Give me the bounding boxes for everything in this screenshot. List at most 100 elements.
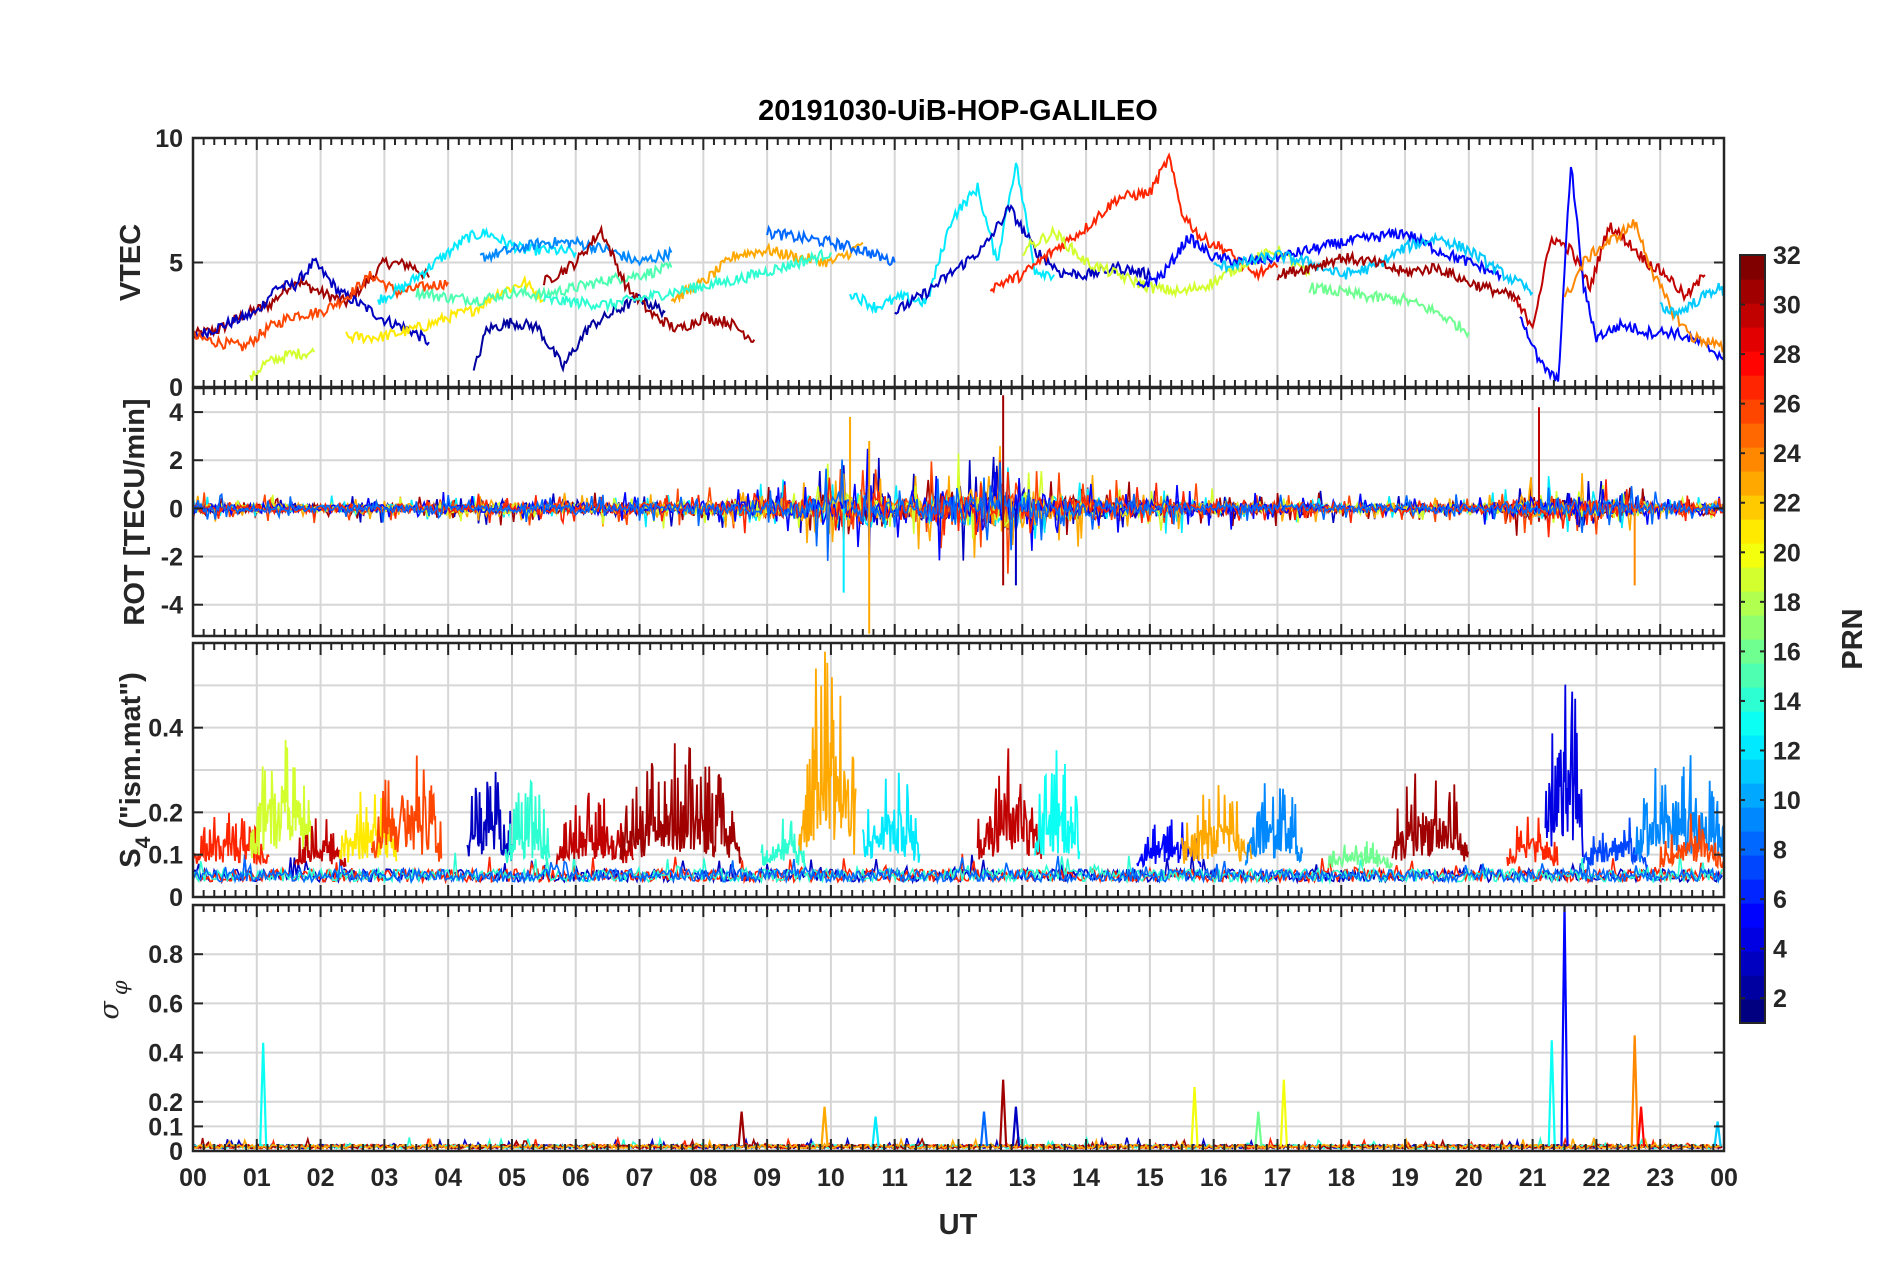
rot-series-prn-8 <box>193 459 1724 561</box>
sigma-spike <box>1630 1035 1639 1147</box>
colorbar-cell <box>1740 447 1765 472</box>
colorbar-tick-label: 12 <box>1773 737 1801 765</box>
x-tick-label: 13 <box>1008 1164 1036 1192</box>
s4-activity-prn-14 <box>504 778 551 864</box>
y-tick-label: 0.1 <box>148 1113 183 1141</box>
x-tick-label: 10 <box>817 1164 845 1192</box>
colorbar-tick-label: 14 <box>1773 688 1801 716</box>
x-tick-label: 11 <box>881 1164 908 1192</box>
colorbar-tick-label: 30 <box>1773 292 1801 320</box>
y-tick-label: 5 <box>169 250 183 278</box>
colorbar-cell <box>1740 711 1765 736</box>
colorbar-cell <box>1740 831 1765 856</box>
x-tick-label: 17 <box>1264 1164 1292 1192</box>
s4-activity-prn-30 <box>555 792 635 865</box>
x-tick-label: 12 <box>945 1164 973 1192</box>
vtec-series-prn-12 <box>377 226 577 305</box>
colorbar-tick-label: 24 <box>1773 440 1801 468</box>
sigma-spike <box>820 1106 829 1147</box>
s4-activity-prn-21 <box>338 791 398 863</box>
colorbar-label: PRN <box>1837 608 1869 669</box>
colorbar-cell <box>1740 927 1765 952</box>
colorbar-cell <box>1740 807 1765 832</box>
chart-title: 20191030-UiB-HOP-GALILEO <box>758 95 1158 127</box>
vtec-series-prn-21 <box>345 274 545 345</box>
vtec-series-prn-31 <box>542 224 756 343</box>
y-label-sub: 4 <box>132 836 155 848</box>
vtec-series-prn-24 <box>1563 219 1724 353</box>
sigma-spike <box>1560 905 1569 1147</box>
colorbar-tick-label: 32 <box>1773 242 1801 270</box>
s4-activity-prn-12 <box>861 772 921 863</box>
s4-activity-prn-7 <box>1582 817 1649 871</box>
series-group <box>193 651 1724 885</box>
sigma-spike <box>1190 1086 1199 1147</box>
y-tick-label: 10 <box>155 125 183 153</box>
s4-activity-prn-19 <box>249 739 315 859</box>
y-tick-label: 0 <box>169 374 183 402</box>
sigma-spike <box>999 1079 1008 1147</box>
y-tick-label: -4 <box>161 592 183 620</box>
vtec-series-prn-31 <box>1276 250 1521 303</box>
x-ticks <box>202 138 1715 387</box>
vtec-series-prn-11 <box>1659 282 1724 320</box>
s4-activity-prn-16 <box>1327 841 1393 871</box>
s4-activity-prn-26 <box>370 755 443 862</box>
colorbar-cell <box>1740 783 1765 808</box>
y-tick-label: 2 <box>169 447 183 475</box>
colorbar-tick-label: 16 <box>1773 638 1801 666</box>
s4-activity-prn-23 <box>798 651 857 855</box>
colorbar-tick-label: 8 <box>1773 837 1787 865</box>
colorbar-cell <box>1740 327 1765 352</box>
colorbar-tick-label: 6 <box>1773 886 1787 914</box>
y-label-main: S <box>115 848 147 867</box>
s4-activity-prn-30 <box>976 748 1043 860</box>
y-tick-label: 0.8 <box>148 941 183 969</box>
colorbar-cell <box>1740 975 1765 1000</box>
y-label-phi: φ <box>108 980 132 995</box>
colorbar-cell <box>1740 615 1765 640</box>
colorbar-cell <box>1740 303 1765 328</box>
s4-activity-prn-9 <box>1244 783 1304 866</box>
colorbar-cell <box>1740 279 1765 304</box>
vtec-series-prn-3 <box>193 257 430 346</box>
colorbar-cell <box>1740 687 1765 712</box>
s4-activity-prn-31 <box>1391 773 1469 862</box>
x-ticks <box>202 643 1715 897</box>
y-tick-label: 4 <box>169 399 183 427</box>
x-ticks <box>202 388 1715 636</box>
sigma-spike <box>1254 1111 1263 1147</box>
colorbar-cell <box>1740 255 1765 280</box>
colorbar-tick-label: 20 <box>1773 539 1801 567</box>
x-tick-label: 16 <box>1200 1164 1228 1192</box>
x-tick-label: 05 <box>498 1164 526 1192</box>
colorbar-tick-label: 10 <box>1773 787 1801 815</box>
sigma-spike <box>1011 1106 1021 1147</box>
colorbar-cell <box>1740 591 1765 616</box>
x-tick-label: 21 <box>1519 1164 1547 1192</box>
x-tick-label: 00 <box>179 1164 207 1192</box>
colorbar-cell <box>1740 495 1765 520</box>
x-tick-label: 20 <box>1455 1164 1483 1192</box>
vtec-series-prn-30 <box>1512 222 1706 330</box>
s4-activity-prn-23 <box>1180 785 1253 864</box>
y-tick-label: 0 <box>169 495 183 523</box>
colorbar-tick-label: 22 <box>1773 490 1801 518</box>
x-tick-label: 00 <box>1710 1164 1738 1192</box>
y-tick-label: 0.6 <box>148 990 183 1018</box>
y-tick-label: 0 <box>169 1138 183 1166</box>
colorbar-cell <box>1740 423 1765 448</box>
vtec-series-prn-5 <box>1136 226 1502 289</box>
sigma-spike <box>979 1111 989 1147</box>
x-tick-label: 01 <box>243 1164 271 1192</box>
colorbar-tick-label: 4 <box>1773 936 1787 964</box>
colorbar-cell <box>1740 543 1765 568</box>
vtec-series-prn-11 <box>1213 231 1534 297</box>
y-tick-label: 0.2 <box>148 799 183 827</box>
x-tick-label: 22 <box>1583 1164 1611 1192</box>
vtec-series-prn-26 <box>193 270 450 352</box>
y-tick-label: 0.2 <box>148 1089 183 1117</box>
colorbar-cell <box>1740 855 1765 880</box>
y-tick-label: 0 <box>169 884 183 912</box>
